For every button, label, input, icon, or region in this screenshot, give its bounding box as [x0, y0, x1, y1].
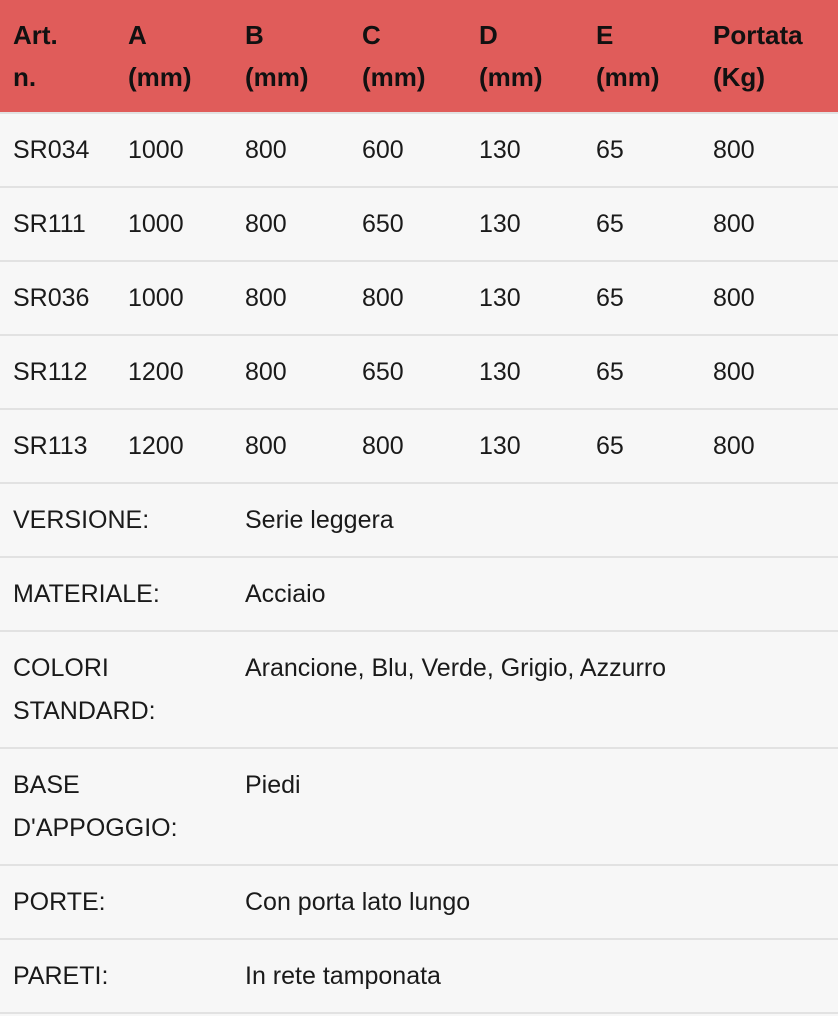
table-cell: 800 [700, 186, 838, 261]
table-cell: 130 [466, 408, 583, 483]
table-cell: 800 [232, 260, 349, 335]
table-row: SR034 1000 800 600 130 65 800 [0, 112, 838, 187]
column-header: B (mm) [232, 0, 349, 113]
table-cell: 800 [232, 112, 349, 187]
spec-row: PARETI: In rete tamponata [0, 938, 838, 1014]
spec-row: MATERIALE: Acciaio [0, 556, 838, 631]
table-cell: 65 [583, 186, 700, 261]
column-header-text: A [128, 20, 147, 50]
column-header: A (mm) [115, 0, 232, 113]
spec-label: MATERIALE: [0, 556, 232, 631]
column-header-text: E [596, 20, 614, 50]
column-header: D (mm) [466, 0, 583, 113]
table-cell: 130 [466, 334, 583, 409]
table-cell: 1000 [115, 260, 232, 335]
column-header: Portata (Kg) [700, 0, 838, 113]
article-code: SR036 [0, 260, 115, 335]
spec-value: Arancione, Blu, Verde, Grigio, Azzurro [232, 630, 838, 748]
spec-value: Serie leggera [232, 482, 838, 557]
spec-value: Piedi [232, 747, 838, 865]
column-header: Art. n. [0, 0, 115, 113]
table-row: SR113 1200 800 800 130 65 800 [0, 408, 838, 483]
table-cell: 800 [700, 260, 838, 335]
table-cell: 600 [349, 112, 466, 187]
spec-row: BASE D'APPOGGIO: Piedi [0, 747, 838, 865]
column-header-text: C [362, 20, 381, 50]
table-row: SR036 1000 800 800 130 65 800 [0, 260, 838, 335]
column-header-text: (mm) [128, 62, 192, 92]
spec-value: Con porta lato lungo [232, 864, 838, 939]
column-header-text: (mm) [479, 62, 543, 92]
spec-row: PORTE: Con porta lato lungo [0, 864, 838, 939]
table-cell: 800 [232, 408, 349, 483]
column-header-text: D [479, 20, 498, 50]
spec-value: In rete tamponata [232, 938, 838, 1014]
table-cell: 130 [466, 186, 583, 261]
table-cell: 650 [349, 186, 466, 261]
article-code: SR111 [0, 186, 115, 261]
column-header-text: Art. [13, 20, 58, 50]
spec-label: PORTE: [0, 864, 232, 939]
table-cell: 650 [349, 334, 466, 409]
spec-label: BASE D'APPOGGIO: [0, 747, 232, 865]
table-cell: 800 [700, 334, 838, 409]
spec-label: PARETI: [0, 938, 232, 1014]
table-cell: 800 [700, 112, 838, 187]
spec-value: Acciaio [232, 556, 838, 631]
table-cell: 65 [583, 334, 700, 409]
column-header-text: (Kg) [713, 62, 765, 92]
column-header-text: (mm) [245, 62, 309, 92]
table-cell: 800 [700, 408, 838, 483]
column-header: C (mm) [349, 0, 466, 113]
article-code: SR034 [0, 112, 115, 187]
spec-label: VERSIONE: [0, 482, 232, 557]
table-row: SR112 1200 800 650 130 65 800 [0, 334, 838, 409]
column-header-text: (mm) [362, 62, 426, 92]
column-header-text: (mm) [596, 62, 660, 92]
table-header: Art. n. A (mm) B (mm) C (mm) D (mm) E (mm) Portata (K… [0, 0, 838, 113]
table-cell: 65 [583, 408, 700, 483]
column-header-text: B [245, 20, 264, 50]
table-cell: 800 [349, 260, 466, 335]
table-cell: 65 [583, 112, 700, 187]
table-cell: 1200 [115, 408, 232, 483]
table-row: SR111 1000 800 650 130 65 800 [0, 186, 838, 261]
table-cell: 800 [232, 186, 349, 261]
table-cell: 130 [466, 260, 583, 335]
table-cell: 800 [232, 334, 349, 409]
spec-row: COLORI STANDARD: Arancione, Blu, Verde, G… [0, 630, 838, 748]
table-cell: 800 [349, 408, 466, 483]
spec-row: VERSIONE: Serie leggera [0, 482, 838, 557]
column-header: E (mm) [583, 0, 700, 113]
table-cell: 130 [466, 112, 583, 187]
table-cell: 1000 [115, 186, 232, 261]
spec-label: COLORI STANDARD: [0, 630, 232, 748]
article-code: SR112 [0, 334, 115, 409]
table-cell: 65 [583, 260, 700, 335]
table-cell: 1000 [115, 112, 232, 187]
column-header-text: n. [13, 62, 37, 92]
column-header-text: Portata [713, 20, 803, 50]
table-cell: 1200 [115, 334, 232, 409]
article-code: SR113 [0, 408, 115, 483]
